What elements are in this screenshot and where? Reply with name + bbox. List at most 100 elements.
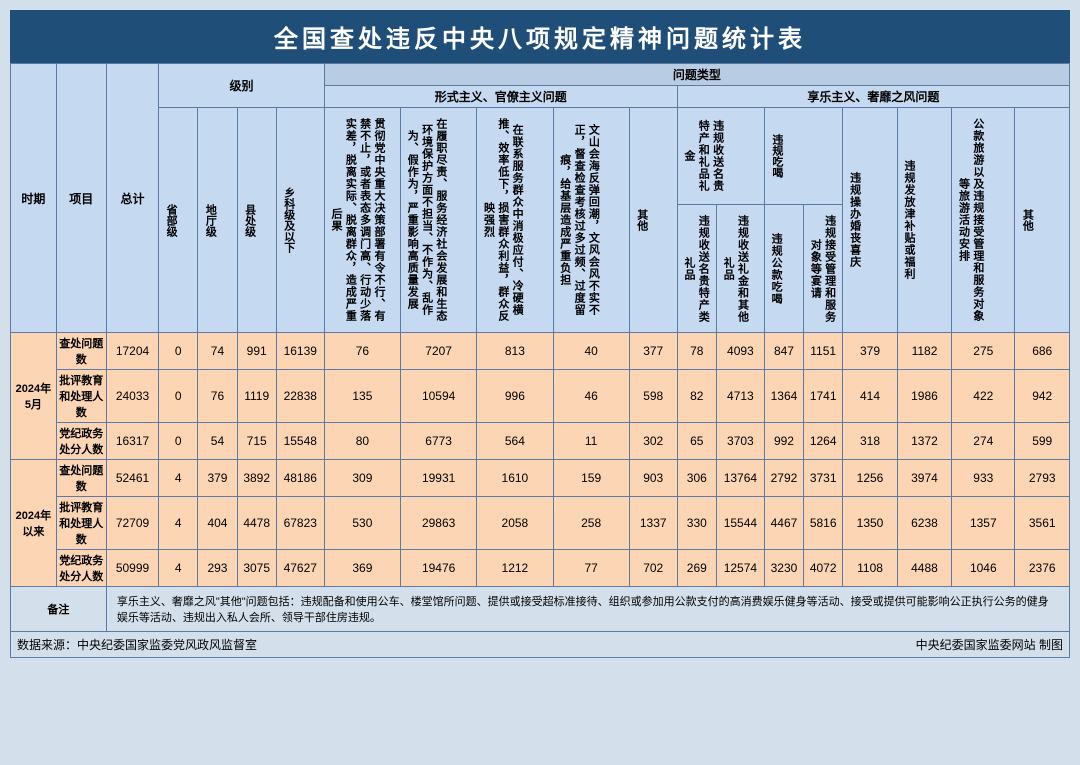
hdr-total: 总计 [106,64,158,333]
data-cell: 29863 [401,497,477,550]
data-cell: 15544 [716,497,764,550]
data-cell: 4478 [237,497,276,550]
data-cell: 0 [159,370,198,423]
data-cell: 74 [198,333,237,370]
hdr-hed-r1: 违规发放津补贴或福利 [900,156,918,284]
data-cell: 275 [952,333,1015,370]
data-cell: 318 [843,423,897,460]
data-cell: 1046 [952,550,1015,587]
data-cell: 7207 [401,333,477,370]
data-cell: 54 [198,423,237,460]
data-cell: 686 [1015,333,1070,370]
data-cell: 50999 [106,550,158,587]
data-cell: 80 [324,423,400,460]
hdr-hed-g2: 违规吃喝 [767,130,787,182]
hdr-level: 级别 [159,64,325,108]
data-cell: 3561 [1015,497,1070,550]
row-name: 查处问题数 [56,460,106,497]
data-cell: 4488 [897,550,951,587]
data-cell: 1986 [897,370,951,423]
data-cell: 1256 [843,460,897,497]
data-cell: 135 [324,370,400,423]
data-cell: 274 [952,423,1015,460]
hdr-hed-r2: 公款旅游以及违规接受管理和服务对象等旅游活动安排 [954,110,987,330]
data-cell: 258 [553,497,629,550]
data-cell: 992 [764,423,803,460]
hdr-hedonism: 享乐主义、奢靡之风问题 [677,86,1069,108]
footer: 数据来源：中央纪委国家监委党风政风监督室 中央纪委国家监委网站 制图 [10,632,1070,658]
data-cell: 309 [324,460,400,497]
data-cell: 3075 [237,550,276,587]
footer-left: 数据来源：中央纪委国家监委党风政风监督室 [17,636,257,653]
data-cell: 4 [159,497,198,550]
data-cell: 933 [952,460,1015,497]
data-cell: 377 [629,333,677,370]
data-cell: 293 [198,550,237,587]
data-cell: 1337 [629,497,677,550]
hdr-issue-type: 问题类型 [324,64,1069,86]
data-cell: 2058 [477,497,553,550]
data-cell: 15548 [276,423,324,460]
hdr-form-3: 文山会海反弹回潮，文风会风不实不正，督查检查考核过多过频、过度留痕，给基层造成严… [556,110,603,330]
period-label: 2024年5月 [11,333,57,460]
data-cell: 24033 [106,370,158,423]
data-cell: 1119 [237,370,276,423]
data-cell: 1108 [843,550,897,587]
data-cell: 942 [1015,370,1070,423]
data-cell: 78 [677,333,716,370]
data-cell: 52461 [106,460,158,497]
hdr-hed-s3: 违规接受管理和服务对象等宴请 [806,209,839,329]
data-cell: 72709 [106,497,158,550]
data-cell: 3892 [237,460,276,497]
hdr-hed-s2: 违规公款吃喝 [767,229,785,309]
footer-right: 中央纪委国家监委网站 制图 [916,636,1063,653]
hdr-form-4: 其他 [632,205,652,235]
hdr-period: 时期 [11,64,57,333]
data-cell: 0 [159,333,198,370]
data-cell: 4 [159,550,198,587]
data-cell: 903 [629,460,677,497]
data-cell: 4467 [764,497,803,550]
data-cell: 12574 [716,550,764,587]
data-cell: 369 [324,550,400,587]
data-cell: 1741 [804,370,843,423]
data-cell: 2792 [764,460,803,497]
data-cell: 330 [677,497,716,550]
data-cell: 65 [677,423,716,460]
data-cell: 1610 [477,460,553,497]
data-cell: 1151 [804,333,843,370]
data-cell: 82 [677,370,716,423]
hdr-hed-s1: 违规收送礼金和其他礼品 [719,209,752,329]
hdr-form-1: 在履职尽责、服务经济社会发展和生态环境保护方面不担当、不作为、乱作为、假作为，严… [403,110,450,330]
row-name: 查处问题数 [56,333,106,370]
data-cell: 996 [477,370,553,423]
data-cell: 16139 [276,333,324,370]
data-cell: 379 [843,333,897,370]
data-cell: 77 [553,550,629,587]
data-cell: 1182 [897,333,951,370]
data-cell: 13764 [716,460,764,497]
data-cell: 19476 [401,550,477,587]
data-cell: 598 [629,370,677,423]
hdr-form-0: 贯彻党中央重大决策部署有令不行、有禁不止，或者表态多调门高、行动少落实差，脱离实… [327,110,388,330]
data-cell: 10594 [401,370,477,423]
table-title: 全国查处违反中央八项规定精神问题统计表 [10,10,1070,63]
data-cell: 19931 [401,460,477,497]
data-cell: 269 [677,550,716,587]
hdr-lvl-0: 省部级 [161,200,181,241]
data-cell: 0 [159,423,198,460]
data-cell: 1212 [477,550,553,587]
hdr-lvl-3: 乡科级及以下 [279,183,299,257]
data-cell: 76 [198,370,237,423]
data-cell: 3731 [804,460,843,497]
data-cell: 813 [477,333,553,370]
data-cell: 715 [237,423,276,460]
data-cell: 6773 [401,423,477,460]
data-cell: 414 [843,370,897,423]
data-cell: 17204 [106,333,158,370]
data-cell: 2376 [1015,550,1070,587]
note-label: 备注 [11,587,107,632]
data-cell: 3703 [716,423,764,460]
data-cell: 76 [324,333,400,370]
data-cell: 1372 [897,423,951,460]
